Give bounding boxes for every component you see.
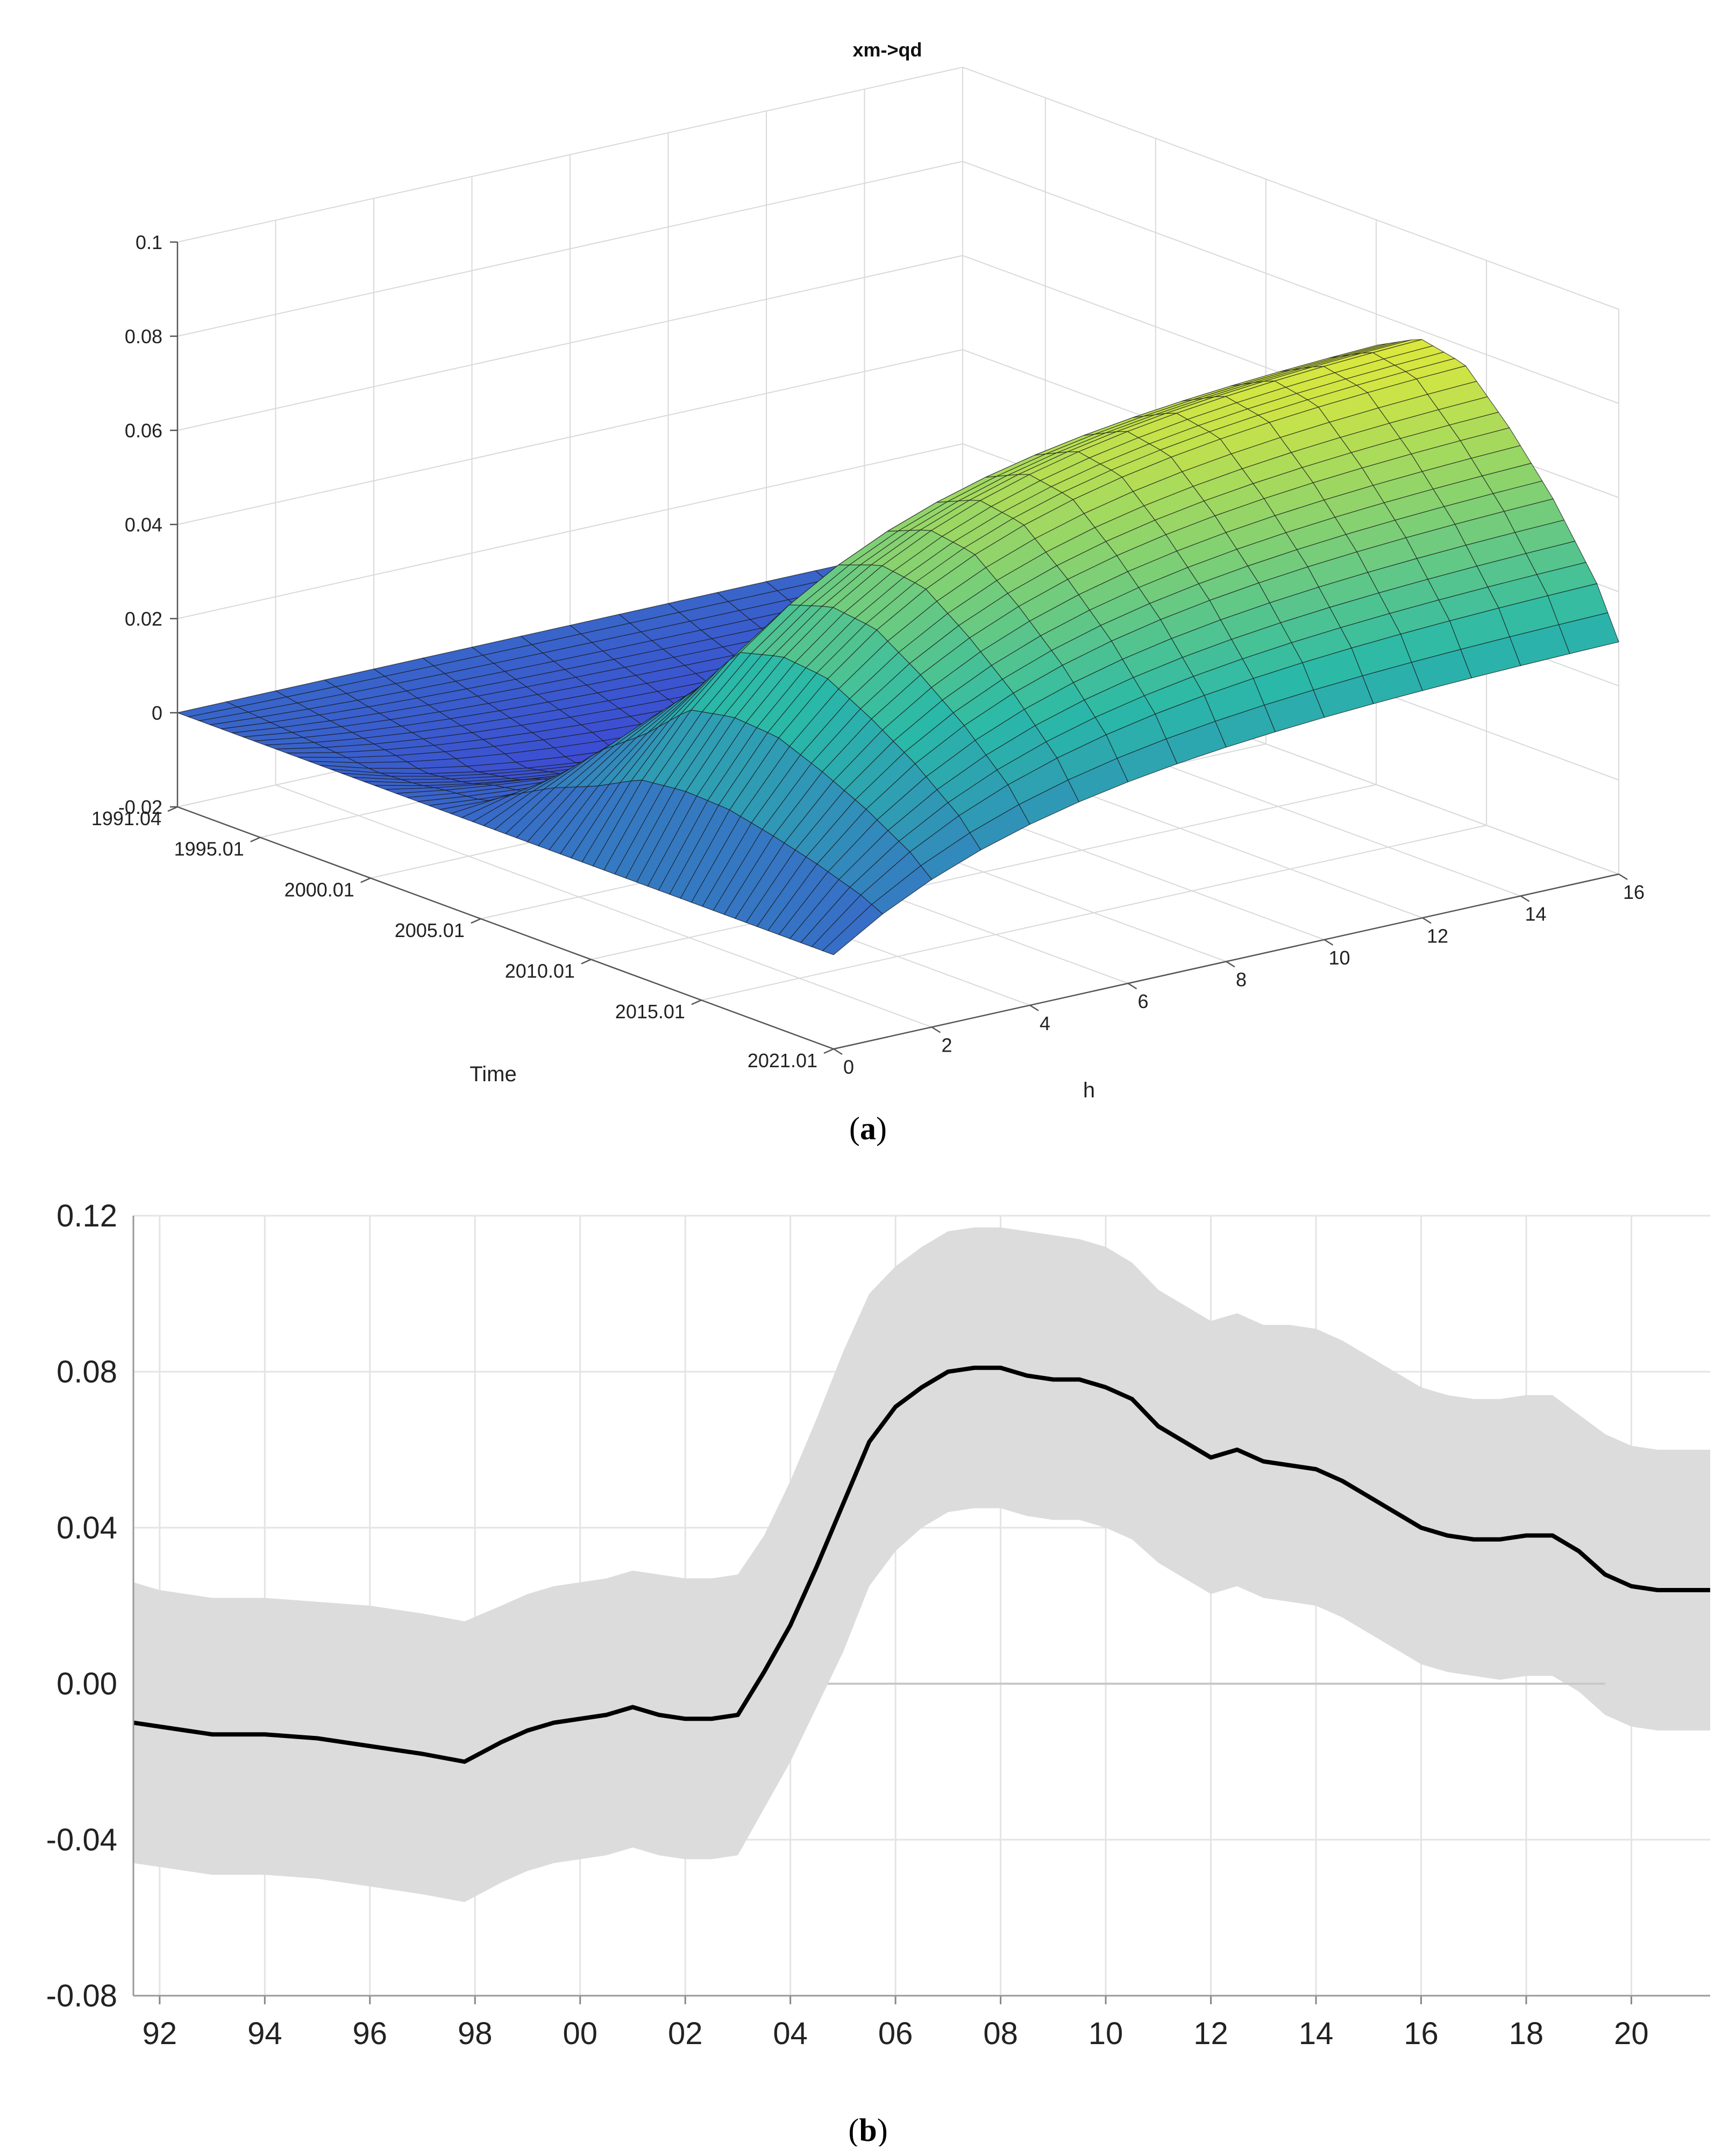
- time-tick: [691, 999, 702, 1005]
- y-tick-label: 0.12: [56, 1198, 117, 1233]
- h-tick: [1226, 961, 1235, 968]
- chart-a-ylabel: Time: [469, 1062, 516, 1086]
- x-tick-label: 00: [563, 2016, 597, 2051]
- time-tick-label: 1995.01: [174, 838, 244, 860]
- time-tick-label: 2000.01: [284, 878, 354, 900]
- x-tick-label: 94: [247, 2016, 282, 2051]
- x-tick-label: 06: [878, 2016, 913, 2051]
- x-tick-label: 20: [1614, 2016, 1649, 2051]
- time-tick-label: 2021.01: [748, 1049, 817, 1072]
- y-tick-label: 0.00: [56, 1666, 117, 1701]
- t-floor-gridline: [701, 825, 1487, 1001]
- h-tick: [1127, 983, 1137, 990]
- z-tick-label: 0: [152, 702, 162, 724]
- y-tick-label: -0.08: [46, 1978, 117, 2013]
- h-tick: [833, 1048, 843, 1055]
- z-tick-label: 0.02: [125, 608, 162, 630]
- caption-a-letter: a: [860, 1111, 876, 1146]
- h-tick: [1520, 895, 1530, 902]
- h-tick-label: 6: [1137, 990, 1148, 1012]
- z-tick-label: 0.1: [136, 231, 162, 253]
- z-tick-label: 0.08: [125, 325, 162, 347]
- caption-a: (a): [849, 1111, 887, 1146]
- time-tick-label: 2010.01: [505, 960, 575, 982]
- confidence-band-area: [133, 1227, 1710, 1902]
- h-tick-label: 2: [941, 1034, 952, 1056]
- h-tick-label: 8: [1236, 969, 1247, 991]
- panel-a: -0.02 0 0.02 0.04 0.06 0.08 0.1 1991.04 1995.01 2…: [91, 39, 1645, 1146]
- x-tick-label: 98: [458, 2016, 493, 2051]
- h-tick-label: 14: [1525, 903, 1546, 925]
- h-tick-label: 10: [1328, 947, 1350, 969]
- h-tick: [931, 1026, 941, 1033]
- h-floor-gridline: [275, 784, 932, 1028]
- caption-b: (b): [848, 2112, 887, 2146]
- time-tick: [823, 1048, 834, 1054]
- time-tick-label: 2005.01: [395, 919, 465, 941]
- surface-mesh: [176, 339, 1619, 955]
- chart-a-title: xm->qd: [852, 39, 922, 61]
- x-tick-label: 92: [143, 2016, 177, 2051]
- x-tick-label: 16: [1404, 2016, 1439, 2051]
- x-tick-label: 04: [773, 2016, 808, 2051]
- z-tick-label: 0.06: [125, 420, 162, 442]
- time-tick-label: 2015.01: [615, 1001, 685, 1023]
- confidence-band: [133, 1227, 1710, 1902]
- x-tick-label: 14: [1299, 2016, 1334, 2051]
- estimate-line: [133, 1365, 1710, 1764]
- h-tick: [1422, 917, 1432, 924]
- time-tick: [360, 877, 371, 883]
- time-axis-line: [177, 806, 834, 1050]
- h-tick-label: 4: [1040, 1012, 1050, 1034]
- y-tick-label: 0.04: [56, 1510, 117, 1545]
- z-gridline: [177, 66, 1619, 310]
- time-tick-label: 1991.04: [91, 807, 161, 829]
- surface-patch: [822, 904, 884, 955]
- time-tick: [250, 836, 261, 842]
- surface-patch: [287, 752, 347, 758]
- h-tick: [1324, 939, 1334, 946]
- h-tick: [1029, 1004, 1039, 1011]
- x-tick-label: 12: [1193, 2016, 1228, 2051]
- h-tick-label: 0: [843, 1056, 854, 1078]
- estimate-line-group: [133, 1365, 1710, 1764]
- surface-plot: -0.02 0 0.02 0.04 0.06 0.08 0.1 1991.04 1995.01 2…: [91, 39, 1645, 1146]
- x-tick-label: 18: [1509, 2016, 1544, 2051]
- surface-axes: -0.02 0 0.02 0.04 0.06 0.08 0.1 1991.04 1995.01 2…: [91, 231, 1645, 1078]
- chart-a-xlabel: h: [1083, 1079, 1095, 1102]
- x-tick-label: 02: [668, 2016, 703, 2051]
- x-tick-label: 08: [983, 2016, 1018, 2051]
- time-tick: [471, 918, 481, 924]
- z-tick-label: 0.04: [125, 514, 162, 536]
- y-tick-label: 0.08: [56, 1354, 117, 1389]
- h-tick-label: 12: [1427, 925, 1448, 947]
- h-tick: [1618, 873, 1628, 881]
- y-tick-label: -0.04: [46, 1822, 117, 1857]
- line-axes: -0.08 -0.04 0.00 0.04 0.08 0.12 92 94 96 98 00 02 04…: [46, 1198, 1710, 2051]
- caption-b-letter: b: [859, 2112, 877, 2146]
- z-tick-label: -0.02: [118, 796, 162, 818]
- x-tick-label: 96: [353, 2016, 388, 2051]
- line-plot: -0.08 -0.04 0.00 0.04 0.08 0.12 92 94 96 98 00 02 04…: [46, 1198, 1710, 2148]
- t-floor-gridline: [590, 784, 1377, 960]
- time-tick: [581, 959, 592, 964]
- x-tick-label: 10: [1088, 2016, 1123, 2051]
- panel-b: -0.08 -0.04 0.00 0.04 0.08 0.12 92 94 96 98 00 02 04…: [0, 1146, 1736, 2148]
- h-tick-label: 16: [1623, 881, 1645, 903]
- time-tick: [167, 806, 178, 812]
